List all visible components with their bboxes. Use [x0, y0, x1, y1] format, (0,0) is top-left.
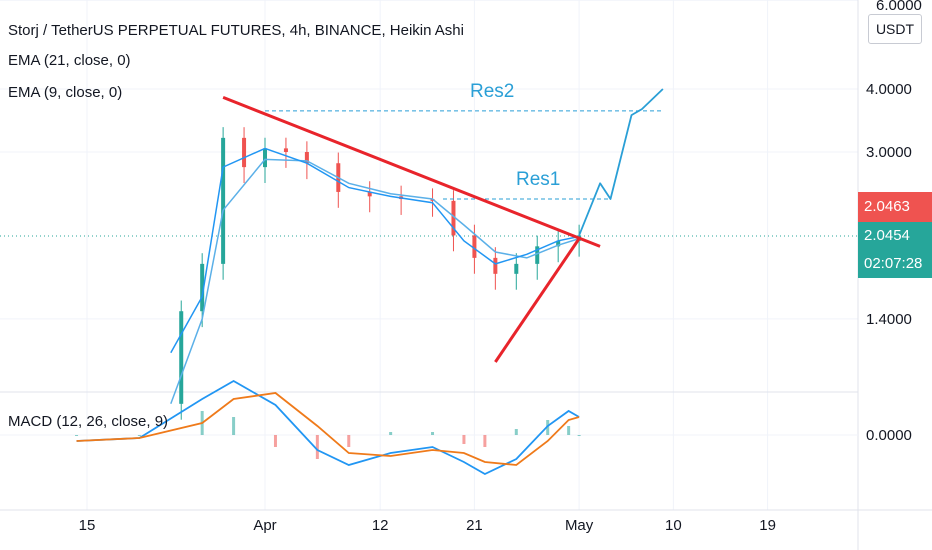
candle-body	[493, 257, 498, 274]
macd-signal-line	[76, 392, 580, 466]
candle-body	[221, 137, 226, 264]
candle-body	[535, 246, 540, 264]
ema9-line	[170, 147, 580, 354]
date-tick-label: Apr	[253, 517, 276, 534]
date-tick-label: May	[565, 517, 594, 534]
price-tick-label: 4.0000	[866, 81, 912, 98]
candle-body	[242, 137, 247, 168]
macd-histogram-bar	[431, 432, 435, 435]
last-price-tag-green: 2.0454 02:07:28	[858, 222, 932, 278]
candle-body	[283, 148, 288, 152]
date-tick-label: 15	[79, 517, 96, 534]
legend-ema9: EMA (9, close, 0)	[8, 84, 123, 101]
date-tick-label: 21	[466, 517, 483, 534]
date-tick-label: 19	[759, 517, 776, 534]
candle-body	[200, 263, 205, 312]
descending-trendline	[222, 95, 601, 248]
candle-body	[556, 240, 561, 247]
last-price-value: 2.0454	[864, 227, 910, 244]
candle-body	[179, 311, 184, 404]
macd-histogram-bar	[315, 435, 319, 459]
price-tick-label: 1.4000	[866, 311, 912, 328]
macd-tick-label: 0.0000	[866, 427, 912, 444]
date-tick-label: 12	[372, 517, 389, 534]
macd-histogram-bar	[577, 435, 581, 436]
macd-line	[76, 379, 580, 476]
ascending-trendline	[494, 237, 581, 363]
macd-histogram-bar	[273, 435, 277, 447]
candle-body	[514, 263, 519, 274]
res2-label: Res2	[470, 81, 514, 102]
legend-macd: MACD (12, 26, close, 9)	[8, 413, 169, 430]
candle-body	[451, 200, 456, 236]
macd-histogram-bar	[567, 426, 571, 435]
macd-histogram-bar	[546, 420, 550, 435]
macd-histogram-bar	[483, 435, 487, 447]
res1-label: Res1	[516, 169, 560, 190]
last-price-tag-red: 2.0463	[858, 192, 932, 222]
macd-histogram-bar	[462, 435, 466, 444]
candle-body	[367, 191, 372, 197]
macd-histogram-bar	[137, 435, 141, 436]
candle-body	[472, 235, 477, 258]
chart-title: Storj / TetherUS PERPETUAL FUTURES, 4h, …	[8, 22, 464, 39]
candle-body	[263, 148, 267, 168]
projection-path	[578, 88, 664, 236]
macd-histogram-bar	[232, 417, 236, 435]
bar-countdown: 02:07:28	[864, 255, 923, 272]
macd-histogram-bar	[75, 435, 79, 436]
macd-histogram-bar	[389, 432, 393, 435]
currency-unit-button[interactable]: USDT	[868, 14, 922, 44]
ema21-line	[170, 158, 580, 405]
price-tick-label: 3.0000	[866, 144, 912, 161]
candle-body	[304, 152, 309, 164]
macd-histogram-bar	[347, 435, 351, 447]
price-tick-label: 6.0000	[876, 0, 922, 14]
date-tick-label: 10	[665, 517, 682, 534]
legend-ema21: EMA (21, close, 0)	[8, 52, 131, 69]
macd-histogram-bar	[514, 429, 518, 435]
